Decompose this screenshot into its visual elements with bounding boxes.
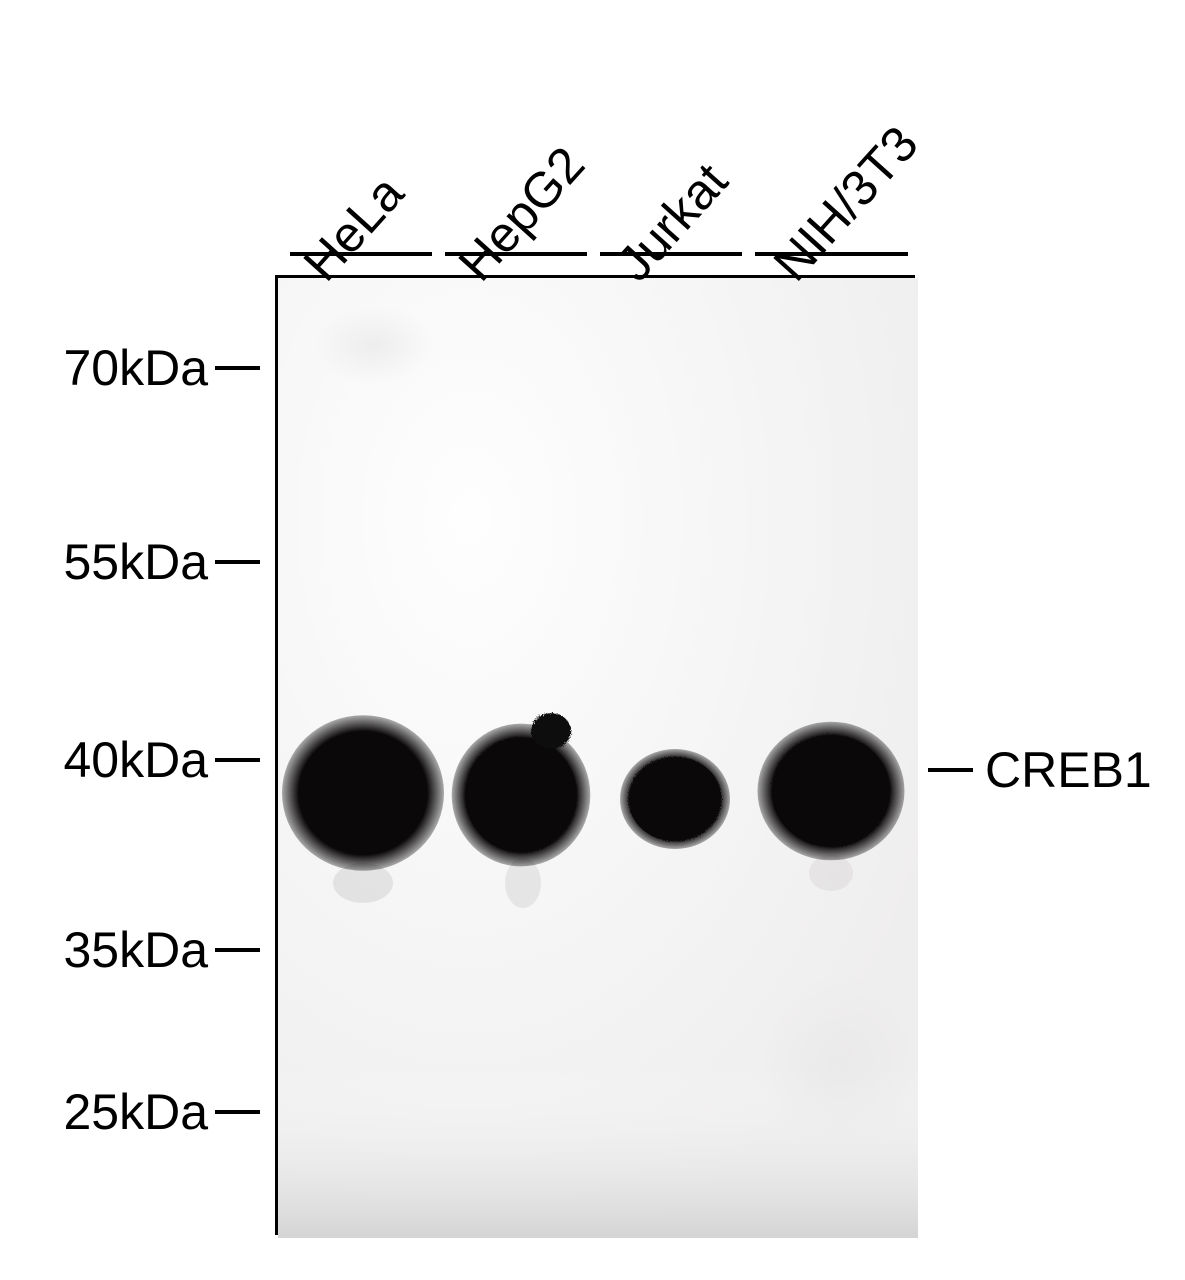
lane-label: HeLa	[292, 164, 415, 292]
lane-label: HepG2	[447, 135, 596, 292]
lane-label: Jurkat	[605, 152, 739, 292]
mw-marker-tick	[215, 366, 260, 370]
mw-marker-tick	[215, 758, 260, 762]
mw-marker-tick	[215, 948, 260, 952]
western-blot-figure: HeLa HepG2JurkatNIH/3T3 70kDa 55kDa 40kDa 35…	[0, 0, 1185, 1280]
mw-marker-label: 70kDa	[0, 339, 208, 397]
mw-marker-label: 40kDa	[0, 731, 208, 789]
band-annotation-tick	[928, 768, 973, 772]
lane-underline	[290, 252, 432, 256]
mw-marker-tick	[215, 560, 260, 564]
lane-label: NIH/3T3	[762, 115, 930, 292]
blot-membrane-box	[275, 275, 915, 1235]
band-annotation-label: CREB1	[985, 741, 1152, 799]
mw-marker-tick	[215, 1110, 260, 1114]
lane-underline	[600, 252, 742, 256]
lane-underline	[445, 252, 587, 256]
lane-underline	[755, 252, 908, 256]
mw-marker-label: 25kDa	[0, 1083, 208, 1141]
mw-marker-label: 55kDa	[0, 533, 208, 591]
mw-marker-label: 35kDa	[0, 921, 208, 979]
membrane-background	[278, 278, 918, 1238]
